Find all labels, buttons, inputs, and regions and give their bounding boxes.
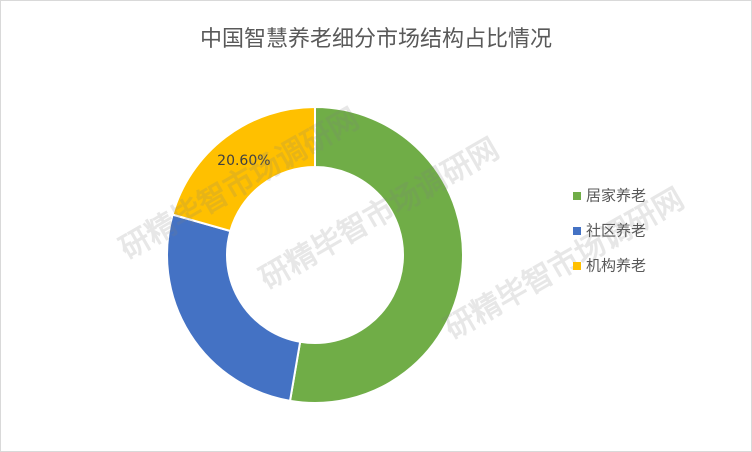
legend-swatch — [573, 262, 581, 270]
plot-area: 20.60% — [166, 105, 464, 404]
chart-title: 中国智慧养老细分市场结构占比情况 — [200, 27, 552, 52]
legend-swatch — [573, 227, 581, 235]
donut-segment — [288, 105, 464, 404]
data-label: 20.60% — [217, 153, 270, 169]
donut-segment — [171, 105, 316, 233]
legend-label: 居家养老 — [586, 187, 646, 205]
donut-segment — [166, 213, 302, 403]
legend-swatch — [573, 192, 581, 200]
legend-label: 社区养老 — [586, 222, 646, 240]
legend-label: 机构养老 — [586, 257, 646, 275]
